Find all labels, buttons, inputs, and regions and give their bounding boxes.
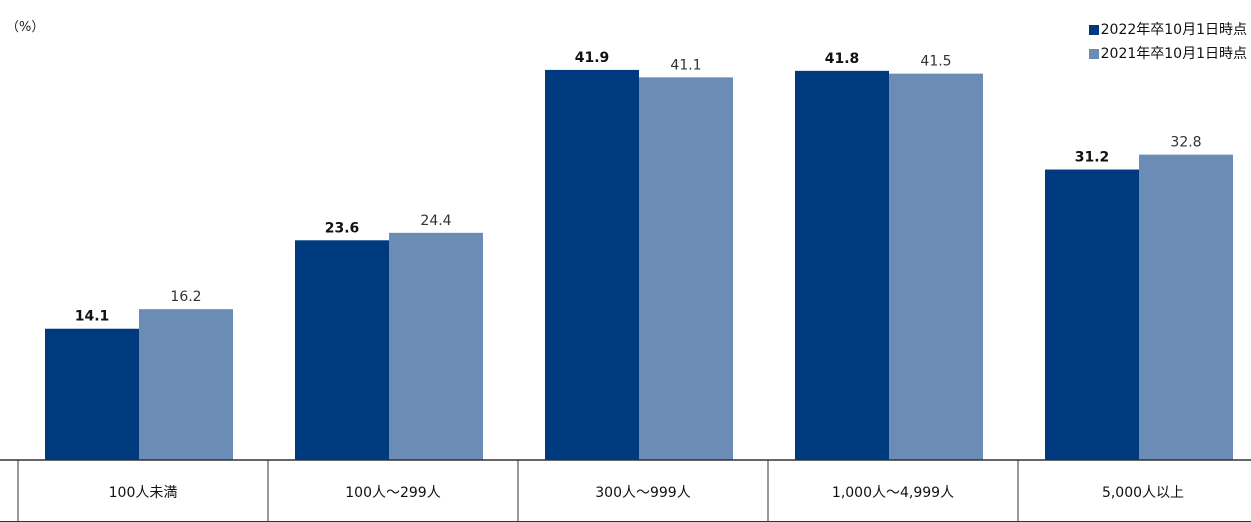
legend-item-2021: 2021年卒10月1日時点 <box>1088 42 1247 66</box>
data-label-2021-1: 24.4 <box>420 213 451 229</box>
bar-2021-1 <box>389 232 483 460</box>
data-label-2021-4: 32.8 <box>1170 135 1201 151</box>
bar-2022-0 <box>45 328 139 460</box>
data-label-2022-0: 14.1 <box>75 309 110 325</box>
category-label-0: 100人未満 <box>109 485 178 501</box>
legend-swatch-2022 <box>1088 25 1099 35</box>
data-label-2022-3: 41.8 <box>825 51 860 67</box>
bar-2022-4 <box>1045 169 1139 460</box>
data-label-2021-2: 41.1 <box>670 57 701 73</box>
legend: 2022年卒10月1日時点 2021年卒10月1日時点 <box>1088 18 1247 66</box>
legend-swatch-2021 <box>1088 49 1099 59</box>
data-label-2021-3: 41.5 <box>920 54 951 70</box>
legend-item-2022: 2022年卒10月1日時点 <box>1088 18 1247 42</box>
bar-2022-2 <box>545 69 639 460</box>
data-label-2021-0: 16.2 <box>170 289 201 305</box>
bar-2021-3 <box>889 73 983 460</box>
bar-2021-4 <box>1139 154 1233 460</box>
data-label-2022-4: 31.2 <box>1075 150 1110 166</box>
category-label-3: 1,000人～4,999人 <box>832 485 954 501</box>
legend-label-2021: 2021年卒10月1日時点 <box>1100 46 1247 62</box>
category-label-4: 5,000人以上 <box>1102 485 1184 501</box>
bar-2021-0 <box>139 309 233 460</box>
legend-label-2022: 2022年卒10月1日時点 <box>1100 22 1247 38</box>
category-label-1: 100人～299人 <box>345 485 440 501</box>
data-label-2022-1: 23.6 <box>325 220 360 236</box>
bar-2022-3 <box>795 70 889 460</box>
category-label-2: 300人～999人 <box>595 485 690 501</box>
unit-label: （%） <box>6 20 45 35</box>
data-label-2022-2: 41.9 <box>575 50 610 66</box>
bar-2021-2 <box>639 77 733 460</box>
bar-2022-1 <box>295 240 389 460</box>
